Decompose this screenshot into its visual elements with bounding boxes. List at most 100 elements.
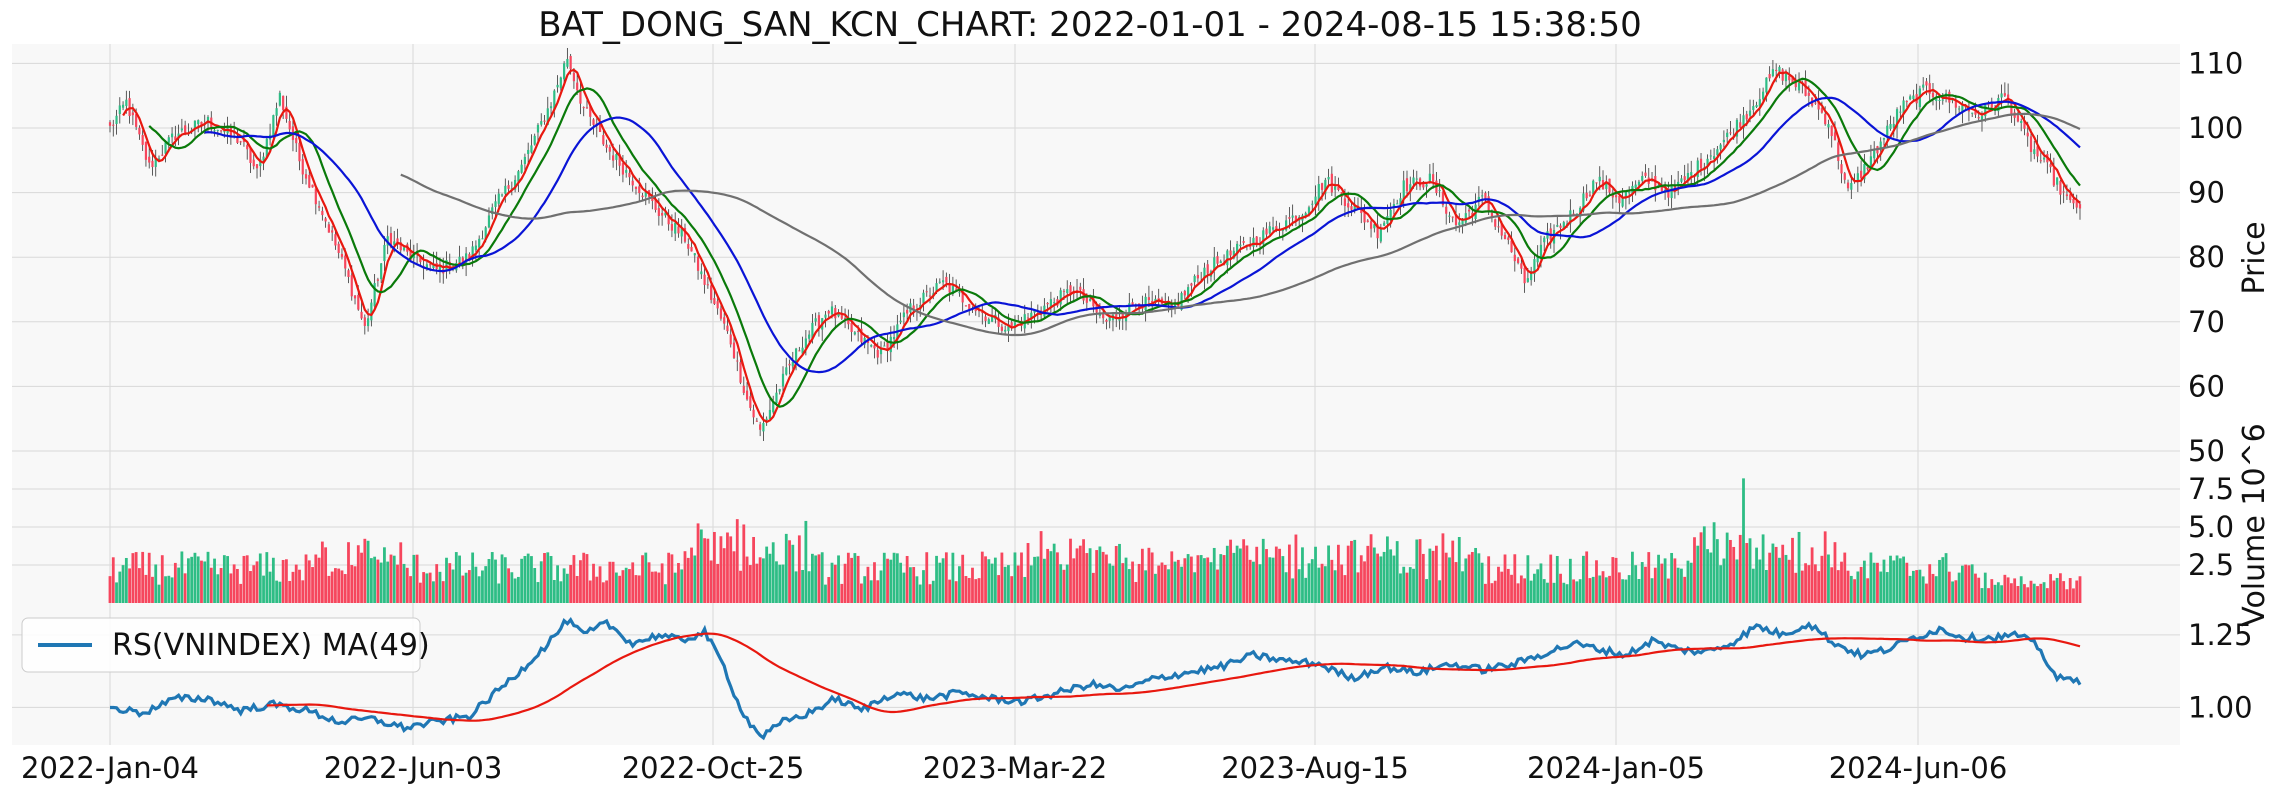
- candle-body: [1131, 302, 1134, 307]
- candle-body: [628, 172, 631, 178]
- candle-body: [1236, 243, 1239, 255]
- volume-bar: [1951, 581, 1954, 603]
- candle-body: [1941, 99, 1944, 101]
- candle-body: [1686, 173, 1690, 182]
- candle-body: [1252, 237, 1255, 247]
- x-tick-label: 2022-Jan-04: [21, 751, 199, 785]
- volume-bar: [144, 574, 148, 603]
- candle-body: [801, 347, 804, 354]
- candle-body: [1621, 198, 1624, 207]
- volume-bar: [428, 572, 432, 603]
- volume-bar: [997, 575, 1001, 603]
- candle-body: [1193, 275, 1196, 283]
- volume-bar: [549, 556, 553, 603]
- candle-body: [1938, 99, 1941, 101]
- volume-bar: [151, 576, 154, 603]
- volume-bar: [1987, 588, 1990, 603]
- candle-body: [1614, 195, 1618, 198]
- volume-bar: [2026, 587, 2030, 603]
- volume-bar: [1425, 579, 1429, 603]
- candle-body: [494, 201, 497, 207]
- candle-body: [951, 286, 954, 295]
- candle-body: [272, 115, 275, 136]
- volume-bar: [1601, 571, 1605, 603]
- volume-bar: [951, 552, 955, 603]
- candle-body: [598, 123, 602, 133]
- candle-body: [1712, 156, 1716, 159]
- volume-bar: [1376, 553, 1379, 603]
- volume-bar: [1435, 545, 1438, 603]
- volume-bar: [768, 553, 772, 603]
- candle-body: [219, 130, 223, 132]
- candle-body: [745, 390, 749, 400]
- candle-body: [2026, 132, 2029, 137]
- volume-bar: [1167, 569, 1170, 603]
- candle-body: [1611, 194, 1614, 198]
- volume-bar: [1222, 555, 1226, 603]
- candle-body: [1680, 178, 1683, 182]
- volume-bar: [892, 552, 896, 603]
- candle-body: [1699, 158, 1703, 169]
- volume-bar: [1764, 570, 1768, 603]
- candle-body: [1350, 206, 1353, 210]
- volume-bar: [729, 536, 733, 603]
- rs-line: [110, 617, 2082, 741]
- volume-bar: [236, 568, 239, 603]
- candle-body: [1742, 115, 1745, 128]
- candle-body: [520, 164, 523, 173]
- volume-bar: [1065, 564, 1069, 603]
- volume-bar: [1023, 576, 1027, 603]
- candle-body: [1719, 144, 1722, 150]
- volume-bar: [1928, 564, 1932, 603]
- volume-bar: [1232, 552, 1236, 603]
- volume-bar: [461, 575, 465, 603]
- volume-bar: [1307, 563, 1311, 603]
- volume-bar: [157, 584, 161, 603]
- candle-body: [700, 271, 703, 275]
- volume-bar: [1549, 554, 1553, 603]
- volume-bar: [1235, 545, 1239, 603]
- volume-bar: [846, 552, 850, 603]
- volume-bar: [1957, 572, 1961, 603]
- candle-body: [1582, 193, 1585, 211]
- volume-bar: [170, 577, 174, 603]
- rs-tick-label: 1.25: [2188, 618, 2253, 652]
- volume-bar: [1095, 550, 1099, 603]
- candle-body: [889, 336, 892, 353]
- candle-body: [706, 284, 709, 286]
- candle-body: [1376, 224, 1379, 239]
- candle-body: [1046, 302, 1049, 305]
- volume-bar: [1229, 539, 1232, 603]
- candle-body: [1203, 267, 1206, 279]
- volume-bar: [1441, 533, 1445, 603]
- volume-bar: [1653, 567, 1657, 603]
- volume-bar: [1604, 577, 1608, 603]
- candle-body: [396, 238, 399, 244]
- volume-bar: [464, 572, 468, 603]
- candle-body: [1628, 192, 1631, 194]
- volume-bar: [722, 548, 726, 603]
- candle-body: [1481, 195, 1484, 197]
- volume-bar: [709, 560, 713, 603]
- volume-bar: [1712, 522, 1716, 603]
- price-tick-label: 60: [2188, 369, 2225, 403]
- volume-bar: [1372, 547, 1376, 603]
- candle-body: [1592, 180, 1595, 195]
- candle-body: [870, 345, 873, 347]
- volume-bar: [601, 582, 605, 603]
- candle-body: [945, 276, 948, 283]
- volume-bar: [755, 563, 759, 603]
- volume-bar: [598, 566, 602, 603]
- volume-bar: [1568, 558, 1572, 603]
- candle-body: [840, 314, 843, 319]
- candle-body: [752, 409, 755, 418]
- volume-bar: [1500, 571, 1504, 603]
- candle-body: [566, 58, 569, 67]
- volume-bar: [1392, 555, 1396, 603]
- volume-bar: [1663, 558, 1667, 603]
- candle-body: [791, 361, 794, 367]
- candle-body: [2007, 94, 2010, 100]
- candle-body: [1716, 149, 1719, 156]
- volume-bar: [304, 554, 308, 603]
- candle-body: [1448, 215, 1451, 217]
